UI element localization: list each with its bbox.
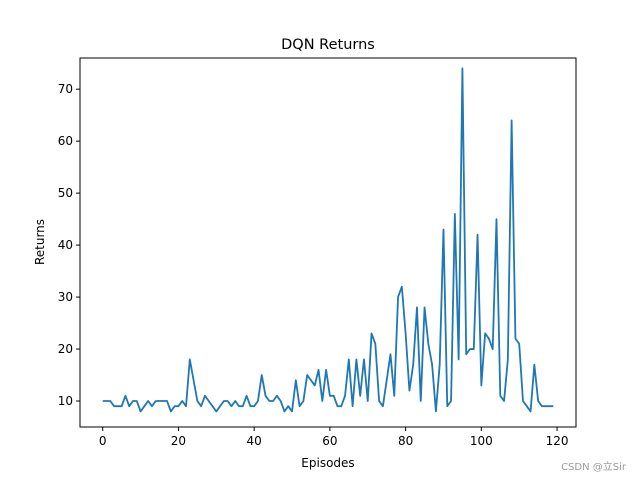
x-axis-ticks: 0 20 40 60 80 100 120 xyxy=(99,427,569,448)
x-tick-label: 20 xyxy=(171,434,186,448)
y-tick-label: 20 xyxy=(58,342,73,356)
x-tick-label: 0 xyxy=(99,434,107,448)
y-tick-label: 60 xyxy=(58,134,73,148)
series-line-0 xyxy=(102,67,554,413)
x-tick-label: 100 xyxy=(470,434,493,448)
y-tick-label: 70 xyxy=(58,82,73,96)
axes-frame xyxy=(79,57,577,428)
y-axis-ticks: 10 20 30 40 50 60 70 xyxy=(58,82,80,408)
y-tick-label: 40 xyxy=(58,238,73,252)
x-tick-label: 80 xyxy=(398,434,413,448)
chart-title: DQN Returns xyxy=(281,37,375,53)
y-tick-label: 50 xyxy=(58,186,73,200)
x-tick-label: 40 xyxy=(247,434,262,448)
y-axis-label: Returns xyxy=(33,219,47,265)
x-tick-label: 120 xyxy=(546,434,569,448)
plot-area: 0 20 40 60 80 100 120 10 20 30 40 50 60 70 xyxy=(58,57,577,448)
x-axis-label: Episodes xyxy=(301,456,354,470)
watermark: CSDN @立Sir xyxy=(561,462,626,473)
y-tick-label: 10 xyxy=(58,394,73,408)
x-tick-label: 60 xyxy=(322,434,337,448)
y-tick-label: 30 xyxy=(58,290,73,304)
